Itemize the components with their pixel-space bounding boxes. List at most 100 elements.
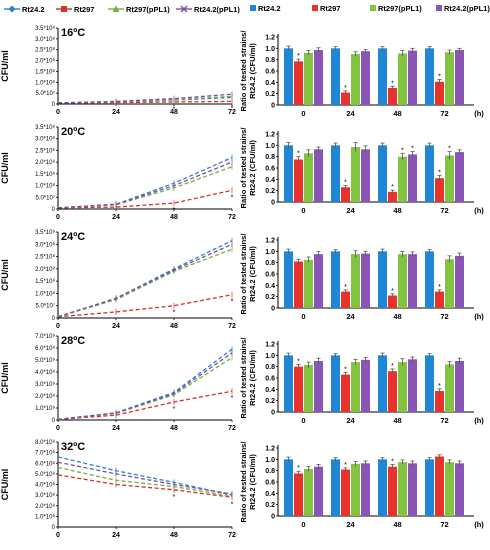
legend-left-label: Rt297 (74, 5, 94, 14)
bar-y-tick-label: 1.0 (265, 143, 275, 150)
bar (351, 147, 360, 202)
line-y-tick-label: 6.0*10⁸ (35, 460, 55, 467)
bar (455, 152, 464, 202)
significance-star: * (344, 284, 347, 291)
bar (284, 251, 293, 308)
bar (398, 362, 407, 412)
bar (388, 466, 397, 516)
bar-y-axis-label: Ratio of tested strains/Rt24.2 (CFU/ml) (239, 441, 257, 523)
bar (361, 359, 370, 412)
significance-star: * (173, 207, 176, 214)
line-y-tick-label: 0 (52, 102, 56, 108)
bar (331, 145, 340, 202)
line-x-tick-label: 48 (170, 109, 178, 116)
line-y-tick-label: 0 (52, 316, 56, 322)
bar (408, 50, 417, 105)
line-y-tick-label: 1.0*10⁸ (35, 405, 55, 412)
legend-right-swatch (370, 5, 376, 11)
bar-y-tick-label: 1.0 (265, 353, 275, 360)
bar-y-tick-label: 0.2 (265, 91, 275, 98)
line-y-tick-label: 3.5*10⁸ (35, 124, 55, 131)
significance-star: * (231, 105, 234, 112)
line-y-tick-label: 3.0*10⁸ (35, 36, 55, 43)
line-y-axis-label: CFU/ml (0, 152, 10, 184)
bar-y-axis-label: Ratio of tested strains/Rt24.2 (CFU/ml) (239, 127, 257, 209)
bar (331, 459, 340, 516)
bar (408, 254, 417, 308)
bar (435, 291, 444, 308)
bar-x-unit-label: (h) (474, 109, 484, 118)
bar-y-tick-label: 0.4 (265, 491, 275, 498)
panel-temperature-label: 28ºC (61, 335, 85, 347)
bar-y-axis-label-line: Rt24.2 (CFU/ml) (248, 140, 257, 196)
bar-x-tick-label: 72 (440, 109, 448, 118)
bar-y-tick-label: 1.2 (265, 342, 275, 349)
line-y-tick-label: 8.0*10⁸ (35, 439, 55, 446)
bar (388, 295, 397, 308)
series-line (57, 294, 233, 318)
bar-x-tick-label: 24 (346, 520, 355, 529)
bar-y-tick-label: 1.2 (265, 238, 275, 245)
significance-star: * (391, 363, 394, 370)
line-y-tick-label: 2.5*10⁸ (35, 147, 55, 154)
bar-y-tick-label: 0.4 (265, 80, 275, 87)
bar-x-tick-label: 0 (301, 416, 305, 425)
line-x-tick-label: 72 (228, 109, 236, 116)
bar-y-axis-label: Ratio of tested strains/Rt24.2 (CFU/ml) (239, 233, 257, 315)
line-y-tick-label: 1.0*10⁸ (35, 290, 55, 297)
line-y-tick-label: 6.0*10⁸ (35, 345, 55, 352)
bar-y-tick-label: 1.2 (265, 132, 275, 139)
bar-y-tick-label: 0.8 (265, 468, 275, 475)
legend-right-label: Rt297 (320, 4, 340, 13)
bar-y-tick-label: 0.6 (265, 166, 275, 173)
bar (398, 53, 407, 105)
bar-x-tick-label: 24 (346, 312, 355, 321)
line-y-tick-label: 2.5*10⁸ (35, 254, 55, 261)
significance-star: * (391, 288, 394, 295)
bar-y-axis-label-line: Rt24.2 (CFU/ml) (248, 454, 257, 510)
bar (331, 48, 340, 105)
series-line (57, 161, 233, 209)
bar (341, 92, 350, 105)
bar (314, 50, 323, 105)
bar (361, 149, 370, 202)
significance-star: * (438, 169, 441, 176)
significance-star: * (448, 146, 451, 153)
bar (435, 456, 444, 516)
bar (455, 361, 464, 412)
bar (378, 145, 387, 202)
bar (425, 459, 434, 516)
series-line (57, 474, 233, 498)
bar (425, 355, 434, 412)
line-y-axis-label: CFU/ml (0, 50, 10, 82)
bar (455, 255, 464, 308)
bar (351, 463, 360, 516)
bar (378, 251, 387, 308)
line-y-tick-label: 3.0*10⁸ (35, 241, 55, 248)
line-x-tick-label: 72 (228, 425, 236, 432)
bar (304, 52, 313, 105)
bar (294, 473, 303, 516)
bar-y-tick-label: 0.6 (265, 480, 275, 487)
legend-right-label: Rt297(pPL1) (378, 4, 422, 13)
bar (408, 463, 417, 516)
line-y-tick-label: 3.5*10⁸ (35, 25, 55, 32)
series-line (57, 357, 233, 421)
bar-x-unit-label: (h) (474, 206, 484, 215)
bar-y-tick-label: 0.6 (265, 69, 275, 76)
bar-y-tick-label: 1.2 (265, 446, 275, 453)
line-x-tick-label: 24 (112, 109, 120, 116)
bar (445, 155, 454, 202)
bar (435, 81, 444, 105)
bar-x-unit-label: (h) (474, 312, 484, 321)
line-y-tick-label: 7.0*10⁸ (35, 450, 55, 457)
bar (304, 153, 313, 202)
line-y-tick-label: 1.0*10⁸ (35, 79, 55, 86)
significance-star: * (231, 501, 234, 508)
bar (398, 156, 407, 202)
panel-temperature-label: 16ºC (61, 27, 85, 39)
legend-left-marker (112, 5, 120, 12)
bar (425, 48, 434, 105)
line-y-tick-label: 2.5*10⁸ (35, 47, 55, 54)
